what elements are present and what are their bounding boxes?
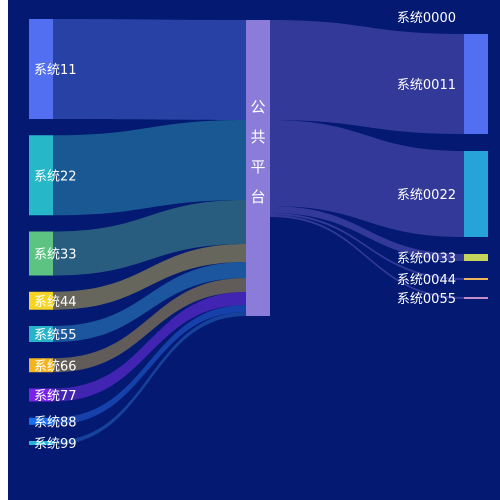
node-0011 [464, 34, 488, 134]
hub-label-char: 平 [250, 158, 265, 176]
node-0022 [464, 151, 488, 237]
node-22 [29, 135, 53, 216]
label-66: 系统66 [34, 359, 77, 374]
hub-label-char: 台 [250, 188, 265, 206]
label-99: 系统99 [34, 437, 77, 452]
node-hub [246, 20, 270, 316]
label-11: 系统11 [34, 63, 77, 78]
link-88-to-hub [53, 305, 246, 425]
node-88 [29, 417, 53, 425]
node-0044 [464, 278, 488, 280]
node-66 [29, 358, 53, 373]
link-99-to-hub [53, 312, 246, 445]
node-77 [29, 388, 53, 402]
label-0000: 系统0000 [397, 11, 456, 26]
node-0055 [464, 297, 488, 299]
node-55 [29, 326, 53, 342]
link-22-to-hub [53, 120, 246, 216]
left-links [53, 19, 246, 445]
link-hub-to-0022 [270, 120, 464, 237]
link-33-to-hub [53, 200, 246, 276]
label-44: 系统44 [34, 295, 77, 310]
label-22: 系统22 [34, 169, 77, 184]
hub-label-char: 公 [250, 98, 265, 116]
node-33 [29, 231, 53, 276]
label-0044: 系统0044 [397, 273, 456, 288]
label-77: 系统77 [34, 389, 77, 404]
label-33: 系统33 [34, 248, 77, 263]
node-44 [29, 291, 53, 310]
label-0033: 系统0033 [397, 252, 456, 267]
link-77-to-hub [53, 292, 246, 402]
label-0022: 系统0022 [397, 188, 456, 203]
link-55-to-hub [53, 262, 246, 342]
hub-label-char: 共 [250, 128, 265, 146]
label-55: 系统55 [34, 328, 77, 343]
label-0055: 系统0055 [397, 292, 456, 307]
label-0011: 系统0011 [397, 78, 456, 93]
label-88: 系统88 [34, 415, 77, 430]
link-44-to-hub [53, 244, 246, 310]
node-99 [29, 441, 53, 445]
link-hub-to-0044 [270, 213, 464, 280]
link-hub-to-0033 [270, 206, 464, 261]
node-0033 [464, 254, 488, 261]
right-links [270, 20, 464, 299]
nodes [29, 19, 488, 445]
node-11 [29, 19, 53, 119]
link-11-to-hub [53, 19, 246, 120]
link-hub-to-0011 [270, 20, 464, 134]
link-hub-to-0055 [270, 215, 464, 299]
labels: 系统11 系统22 系统33 系统44 系统55 系统66 系统77 系统88 系统99 公共平台… [34, 11, 456, 452]
link-66-to-hub [53, 278, 246, 373]
